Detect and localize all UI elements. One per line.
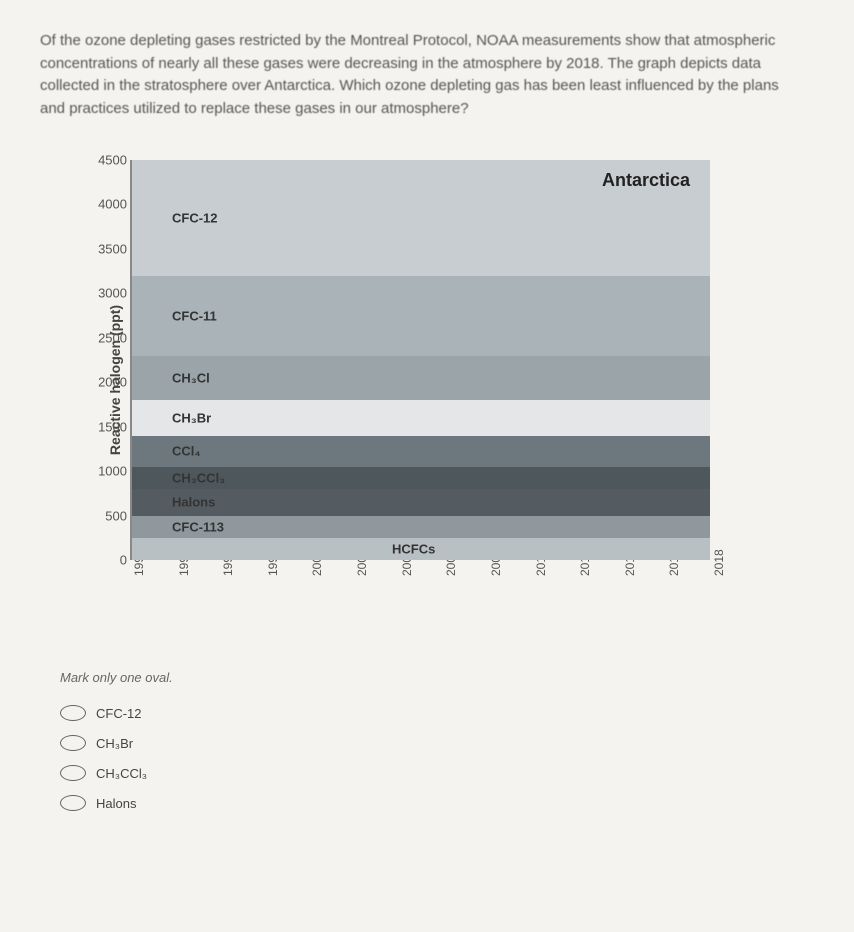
band-label: CCl₄	[172, 444, 201, 459]
radio-oval[interactable]	[60, 765, 86, 781]
y-tick: 3000	[87, 286, 127, 301]
plot-area: 0500100015002000250030003500400045001992…	[130, 160, 710, 560]
radio-oval[interactable]	[60, 795, 86, 811]
y-tick: 0	[87, 553, 127, 568]
band-ch-br: CH₃Br	[132, 400, 710, 436]
band-cfc-11: CFC-11	[132, 276, 710, 356]
band-halons: Halons	[132, 489, 710, 516]
y-tick: 1000	[87, 464, 127, 479]
option-row[interactable]: CH₃CCl₃	[60, 765, 824, 781]
question-text: Of the ozone depleting gases restricted …	[30, 20, 824, 120]
band-label: CFC-113	[172, 519, 224, 534]
band-label: CH₃Cl	[172, 370, 210, 385]
y-tick: 4000	[87, 197, 127, 212]
band-label: CH₃Br	[172, 410, 211, 425]
option-label: CH₃CCl₃	[96, 766, 147, 781]
band-hcfcs: HCFCs	[132, 538, 710, 560]
option-row[interactable]: CFC-12	[60, 705, 824, 721]
y-tick: 2500	[87, 330, 127, 345]
option-row[interactable]: Halons	[60, 795, 824, 811]
y-tick: 500	[87, 508, 127, 523]
radio-oval[interactable]	[60, 735, 86, 751]
y-tick: 2000	[87, 375, 127, 390]
instruction-text: Mark only one oval.	[60, 670, 824, 685]
band-label: CFC-12	[172, 210, 218, 225]
option-label: CH₃Br	[96, 736, 133, 751]
chart-container: Reactive halogen (ppt) 05001000150020002…	[90, 160, 750, 600]
band-label: HCFCs	[392, 541, 435, 556]
x-tick: 2018	[712, 549, 726, 576]
band-label: Halons	[172, 495, 215, 510]
option-label: Halons	[96, 796, 136, 811]
radio-oval[interactable]	[60, 705, 86, 721]
y-tick: 4500	[87, 153, 127, 168]
band-label: CFC-11	[172, 308, 217, 323]
band-label: CH₃CCl₃	[172, 470, 225, 485]
y-tick: 3500	[87, 241, 127, 256]
band-ccl-: CCl₄	[132, 436, 710, 467]
y-tick: 1500	[87, 419, 127, 434]
options-list: CFC-12 CH₃Br CH₃CCl₃ Halons	[60, 705, 824, 811]
option-row[interactable]: CH₃Br	[60, 735, 824, 751]
band-cfc-113: CFC-113	[132, 516, 710, 538]
band-ch-ccl-: CH₃CCl₃	[132, 467, 710, 489]
band-ch-cl: CH₃Cl	[132, 356, 710, 400]
chart-title: Antarctica	[602, 170, 690, 191]
option-label: CFC-12	[96, 706, 142, 721]
